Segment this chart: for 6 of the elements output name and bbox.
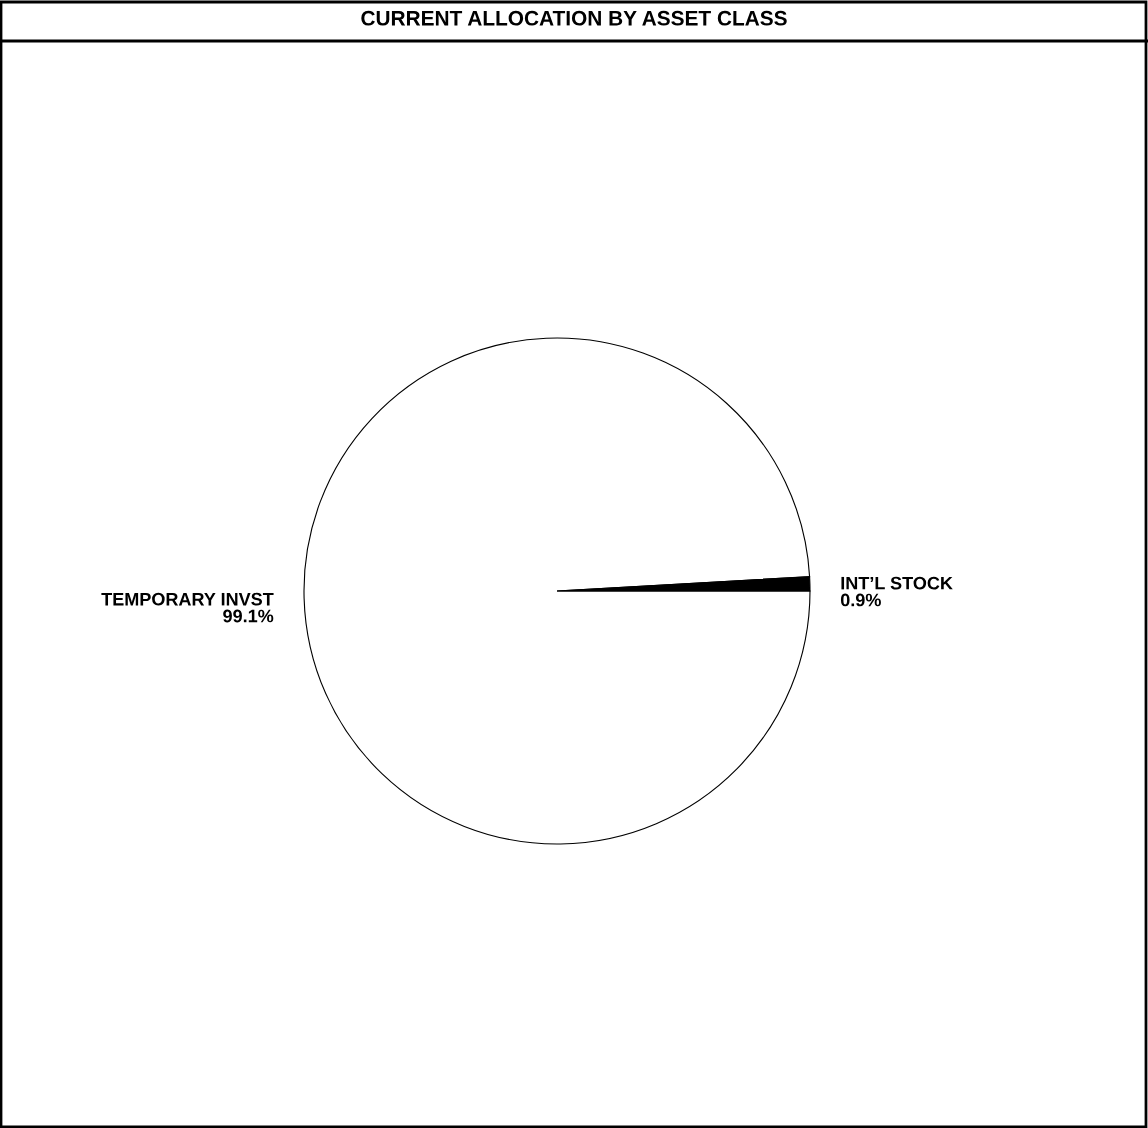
- pie-slice: [303, 337, 811, 845]
- slice-label: INT’L STOCK: [841, 576, 953, 590]
- data-label: 99.1%: [223, 609, 274, 623]
- slice-label: TEMPORARY INVST: [101, 592, 274, 606]
- chart-title: CURRENT ALLOCATION BY ASSET CLASS: [361, 10, 787, 26]
- data-label: 0.9%: [840, 593, 881, 607]
